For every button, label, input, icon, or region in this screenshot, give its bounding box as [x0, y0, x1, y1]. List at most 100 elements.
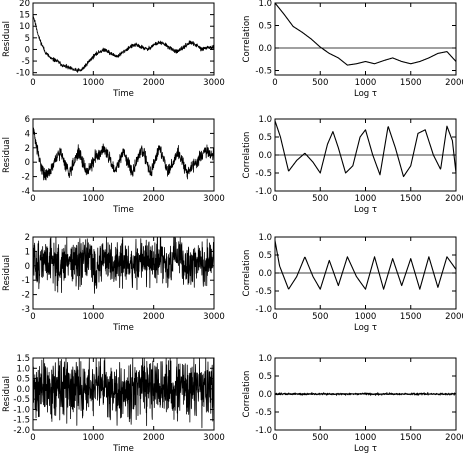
x-tick-label: 1000 [83, 194, 105, 204]
x-tick-label: 2000 [143, 194, 165, 204]
y-axis-label: Correlation [242, 132, 252, 179]
x-axis-label: Time [112, 205, 134, 215]
y-tick-label: 1.0 [258, 354, 272, 364]
residual-series-line [32, 236, 215, 294]
panel-residual-3: 0 1000 2000 3000 -4 -2 0 2 4 6 Time Residual [2, 115, 225, 215]
x-tick-label: 500 [312, 433, 328, 443]
y-tick-label: -1.0 [255, 187, 272, 197]
x-axis-label: Time [112, 323, 134, 333]
x-tick-label: 500 [312, 312, 328, 322]
x-axis-label: Log τ [354, 89, 377, 99]
residual-series-line [32, 14, 215, 73]
y-axis-label: Correlation [242, 16, 252, 63]
y-tick-label: 0.5 [258, 22, 272, 32]
y-tick-label: 0.0 [258, 44, 272, 54]
x-tick-label: 1500 [400, 312, 422, 322]
x-tick-label: 1000 [355, 433, 377, 443]
y-tick-label: -1.0 [255, 426, 272, 436]
x-axis-label: Time [112, 444, 134, 454]
y-axis-label: Residual [2, 21, 12, 57]
y-tick-label: 1 [25, 247, 30, 257]
x-tick-label: 0 [272, 312, 277, 322]
y-tick-label: 4 [25, 129, 30, 139]
panel-residual-7: 0 1000 2000 3000 -2.0-1.5-1.0-0.50.00.51.01.… [2, 354, 225, 454]
x-tick-label: 2000 [143, 78, 165, 88]
correlation-series-line [274, 392, 457, 396]
y-tick-label: -0.5 [255, 169, 272, 179]
y-tick-label: 0 [25, 158, 30, 168]
y-tick-label: 15 [19, 11, 30, 21]
y-tick-label: 0.0 [258, 269, 272, 279]
y-axis-label: Residual [2, 255, 12, 291]
y-tick-label: 0.0 [16, 385, 30, 395]
x-tick-label: 1000 [83, 78, 105, 88]
x-tick-label: 1000 [83, 312, 105, 322]
y-tick-label: 2 [25, 233, 30, 243]
y-tick-label: 0.5 [258, 251, 272, 261]
x-tick-label: 2000 [143, 433, 165, 443]
y-tick-label: 1.0 [258, 115, 272, 125]
panel-correlation-8: 0 500 1000 1500 2000 -1.0 -0.5 0.0 0.5 1.0 Log τ Co… [242, 354, 463, 454]
x-tick-label: 3000 [203, 194, 225, 204]
y-tick-label: 0.5 [258, 372, 272, 382]
y-tick-label: -0.5 [255, 67, 272, 77]
x-tick-label: 2000 [445, 312, 463, 322]
y-axis-label: Correlation [242, 371, 252, 418]
residual-series-line [32, 127, 215, 181]
x-tick-label: 0 [30, 433, 35, 443]
panel-correlation-4: 0 500 1000 1500 2000 -1.0 -0.5 0.0 0.5 1.0 Log τ Co… [242, 115, 463, 215]
x-axis-label: Time [112, 89, 134, 99]
x-axis-label: Log τ [354, 323, 377, 333]
plot-frame [32, 236, 215, 310]
residual-series-line [32, 357, 215, 429]
y-tick-label: -0.5 [13, 395, 30, 405]
y-tick-label: -1.0 [255, 305, 272, 315]
x-tick-label: 0 [272, 194, 277, 204]
y-tick-label: 0 [25, 262, 30, 272]
x-tick-label: 1000 [355, 194, 377, 204]
y-axis-label: Residual [2, 376, 12, 412]
y-tick-label: 10 [19, 22, 30, 32]
y-tick-label: -5 [22, 57, 30, 67]
x-axis-label: Log τ [354, 205, 377, 215]
y-tick-label: -1 [22, 276, 30, 286]
x-tick-label: 3000 [203, 78, 225, 88]
y-tick-label: 5 [25, 34, 30, 44]
correlation-series-line [274, 2, 457, 66]
y-tick-label: -10 [16, 69, 30, 79]
y-tick-label: 0 [25, 45, 30, 55]
plot-frame [32, 2, 215, 76]
y-tick-label: 1.5 [16, 354, 30, 364]
y-axis-label: Correlation [242, 250, 252, 297]
x-tick-label: 3000 [203, 312, 225, 322]
y-tick-label: -1.0 [13, 405, 30, 415]
y-tick-label: -4 [22, 187, 30, 197]
y-tick-label: 20 [19, 0, 30, 9]
y-tick-label: -0.5 [255, 287, 272, 297]
panel-correlation-6: 0 500 1000 1500 2000 -1.0 -0.5 0.0 0.5 1.0 Log τ Co… [242, 233, 463, 333]
y-tick-label: 1.0 [258, 0, 272, 9]
y-axis-label: Residual [2, 137, 12, 173]
x-tick-label: 2000 [143, 312, 165, 322]
panel-correlation-2: 0 500 1000 1500 2000 -0.5 0.0 0.5 1.0 Log τ Correl… [242, 0, 463, 99]
y-tick-label: -2.0 [13, 426, 30, 436]
x-tick-label: 2000 [445, 194, 463, 204]
x-tick-label: 1500 [400, 194, 422, 204]
x-tick-label: 500 [312, 194, 328, 204]
y-tick-label: -2 [22, 291, 30, 301]
x-tick-label: 0 [30, 78, 35, 88]
x-tick-label: 0 [30, 312, 35, 322]
x-tick-label: 0 [30, 194, 35, 204]
y-tick-label: -0.5 [255, 408, 272, 418]
x-tick-label: 2000 [445, 433, 463, 443]
plot-frame [274, 2, 457, 76]
x-tick-label: 1000 [355, 78, 377, 88]
y-tick-label: 0.5 [258, 133, 272, 143]
y-tick-label: 0.0 [258, 151, 272, 161]
x-tick-label: 1000 [83, 433, 105, 443]
x-tick-label: 1500 [400, 433, 422, 443]
y-tick-label: 2 [25, 144, 30, 154]
y-tick-label: 0.0 [258, 390, 272, 400]
